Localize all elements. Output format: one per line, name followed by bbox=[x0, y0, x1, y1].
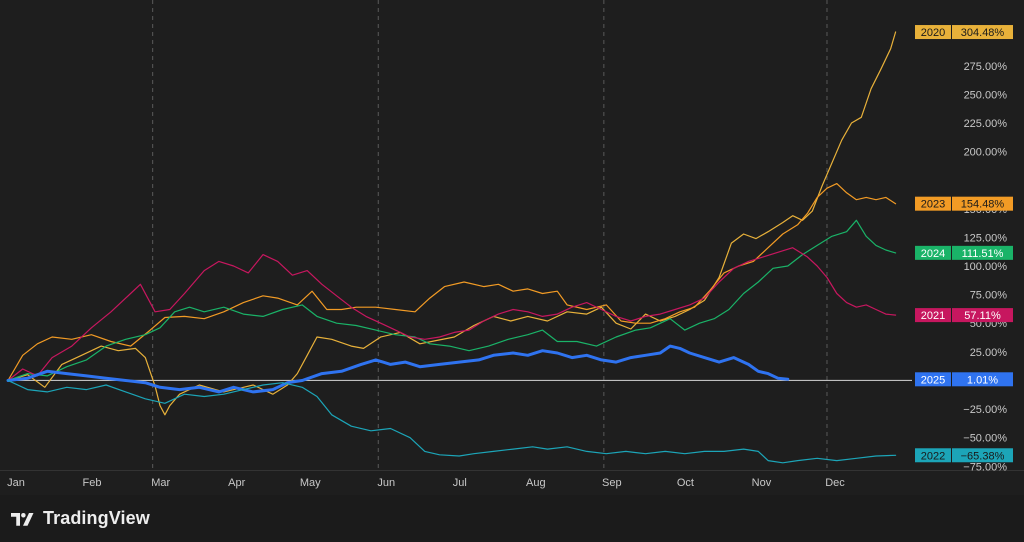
y-tick-label: −50.00% bbox=[963, 433, 1007, 445]
x-tick-label: Mar bbox=[151, 477, 170, 489]
series-line-2021 bbox=[7, 247, 897, 382]
x-tick-label: Jul bbox=[453, 477, 467, 489]
y-tick-label: 225.00% bbox=[964, 118, 1008, 130]
series-badge-2022: 2022 −65.38% bbox=[915, 448, 1013, 463]
x-tick-label: Nov bbox=[752, 477, 772, 489]
brand[interactable]: TradingView bbox=[9, 508, 150, 529]
badge-year-2022: 2022 bbox=[921, 450, 945, 462]
x-tick-label: Apr bbox=[228, 477, 245, 489]
x-tick-label: Oct bbox=[677, 477, 694, 489]
x-tick-label: Aug bbox=[526, 477, 546, 489]
badge-year-2020: 2020 bbox=[921, 27, 945, 39]
series-badge-2024: 2024 111.51% bbox=[915, 245, 1013, 260]
series-line-2022 bbox=[7, 379, 897, 464]
chart-area: Jan Feb Mar Apr May Jun Jul Aug Sep Oct Nov Dec −75.… bbox=[0, 0, 1024, 495]
badge-value-2023: 154.48% bbox=[961, 199, 1005, 211]
x-tick-label: Jun bbox=[377, 477, 395, 489]
y-tick-label: 200.00% bbox=[964, 147, 1008, 159]
x-tick-label: Jan bbox=[7, 477, 25, 489]
badge-value-2025: 1.01% bbox=[967, 374, 998, 386]
badge-year-2023: 2023 bbox=[921, 199, 945, 211]
x-tick-label: Feb bbox=[83, 477, 102, 489]
y-tick-label: 100.00% bbox=[964, 261, 1008, 273]
y-tick-label: 25.00% bbox=[970, 347, 1008, 359]
y-tick-label: 125.00% bbox=[964, 232, 1008, 244]
badge-year-2025: 2025 bbox=[921, 374, 945, 386]
footer-bar bbox=[0, 495, 1024, 542]
badge-value-2020: 304.48% bbox=[961, 27, 1005, 39]
series-line-2020 bbox=[7, 31, 897, 416]
x-tick-label: May bbox=[300, 477, 321, 489]
series-line-2025 bbox=[6, 344, 790, 394]
y-tick-label: −75.00% bbox=[963, 461, 1007, 473]
y-tick-label: −25.00% bbox=[963, 404, 1007, 416]
tradingview-logo-icon bbox=[11, 512, 34, 526]
badge-year-2024: 2024 bbox=[921, 248, 945, 260]
y-tick-label: 75.00% bbox=[970, 290, 1008, 302]
series-line-2023 bbox=[7, 183, 897, 382]
series-badge-2021: 2021 57.11% bbox=[915, 308, 1013, 323]
series-badge-2023: 2023 154.48% bbox=[915, 196, 1013, 211]
x-tick-label: Sep bbox=[602, 477, 622, 489]
badge-value-2021: 57.11% bbox=[964, 310, 1001, 322]
series-line-2024 bbox=[7, 219, 897, 382]
series-badge-2025: 2025 1.01% bbox=[915, 372, 1013, 387]
badge-value-2024: 111.51% bbox=[962, 248, 1004, 260]
series-badge-2020: 2020 304.48% bbox=[915, 25, 1013, 40]
badge-year-2021: 2021 bbox=[921, 310, 945, 322]
brand-name: TradingView bbox=[43, 508, 150, 528]
line-chart[interactable]: Jan Feb Mar Apr May Jun Jul Aug Sep Oct Nov Dec −75.… bbox=[0, 0, 1024, 495]
badge-value-2022: −65.38% bbox=[961, 450, 1005, 462]
y-tick-label: 250.00% bbox=[964, 89, 1008, 101]
x-tick-label: Dec bbox=[825, 477, 845, 489]
y-tick-label: 275.00% bbox=[964, 61, 1008, 73]
